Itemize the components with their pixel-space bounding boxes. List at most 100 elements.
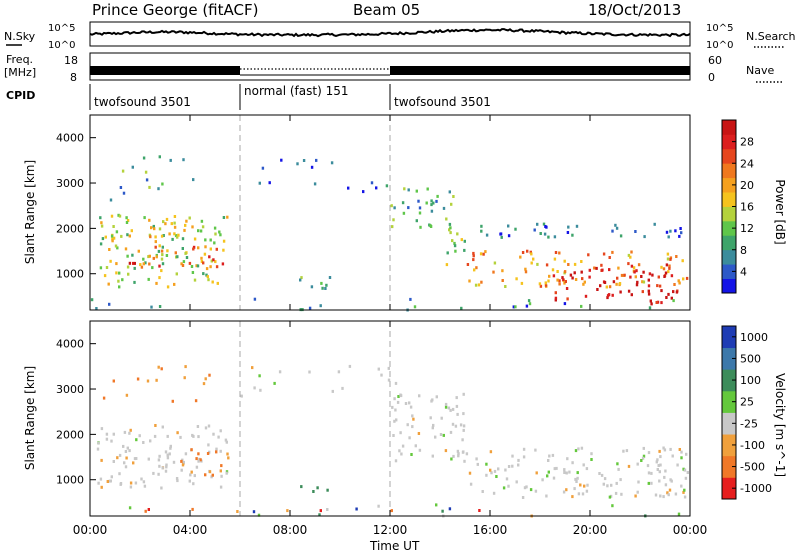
echo-cell: [136, 377, 140, 381]
echo-cell: [380, 373, 383, 377]
echo-cell: [444, 449, 448, 453]
echo-cell: [660, 265, 663, 269]
echo-cell: [456, 449, 460, 453]
echo-cell: [674, 492, 678, 496]
echo-cell: [587, 253, 590, 257]
echo-cell: [665, 263, 669, 267]
echo-cell: [566, 297, 569, 301]
echo-cell: [647, 451, 651, 455]
echo-cell: [200, 260, 204, 263]
echo-cell: [451, 422, 455, 426]
echo-cell: [395, 418, 398, 422]
echo-cell: [643, 235, 646, 239]
power-scatter: [90, 155, 689, 312]
echo-cell: [627, 262, 630, 266]
colorbar-tick-label: 12: [740, 222, 754, 235]
echo-cell: [126, 233, 129, 237]
echo-cell: [133, 266, 136, 270]
echo-cell: [627, 289, 631, 293]
colorbar-tick-label: 25: [740, 396, 754, 409]
echo-cell: [155, 281, 158, 285]
echo-cell: [505, 477, 509, 481]
echo-cell: [110, 234, 114, 238]
echo-cell: [142, 156, 146, 160]
echo-cell: [430, 199, 433, 203]
echo-cell: [472, 251, 475, 255]
echo-cell: [575, 480, 578, 483]
date-title: 18/Oct/2013: [588, 1, 681, 19]
echo-cell: [160, 367, 163, 371]
echo-cell: [116, 456, 119, 460]
echo-cell: [435, 199, 438, 203]
echo-cell: [197, 246, 200, 250]
echo-cell: [462, 412, 465, 416]
echo-cell: [300, 276, 303, 280]
echo-cell: [656, 468, 659, 471]
echo-cell: [547, 470, 550, 474]
echo-cell: [663, 475, 666, 479]
echo-cell: [461, 438, 464, 442]
echo-cell: [630, 264, 634, 268]
echo-cell: [673, 283, 676, 286]
echo-cell: [407, 206, 410, 210]
echo-cell: [481, 490, 484, 493]
y-tick-label: 2000: [56, 222, 84, 235]
echo-cell: [571, 495, 574, 499]
colorbar-tick-label: 24: [740, 157, 754, 170]
noise-left-label: N.Sky: [4, 30, 36, 43]
echo-cell: [169, 446, 172, 450]
echo-cell: [209, 238, 212, 242]
echo-cell: [126, 265, 130, 269]
echo-cell: [172, 460, 176, 464]
echo-cell: [408, 436, 411, 440]
cpid-label: CPID: [6, 89, 35, 102]
echo-cell: [495, 475, 498, 478]
echo-cell: [138, 434, 141, 438]
echo-cell: [191, 225, 194, 229]
echo-cell: [429, 224, 432, 228]
echo-cell: [296, 162, 299, 166]
echo-cell: [670, 296, 673, 300]
echo-cell: [215, 265, 219, 269]
echo-cell: [218, 230, 221, 234]
echo-cell: [97, 481, 100, 485]
echo-cell: [554, 291, 557, 295]
echo-cell: [617, 266, 620, 270]
power-colorbar: 4 8 12 16 20 24 28: [721, 119, 754, 294]
echo-cell: [126, 219, 130, 222]
x-axis-label: Time UT: [369, 539, 420, 553]
echo-cell: [204, 377, 207, 381]
echo-cell: [459, 423, 463, 427]
echo-cell: [176, 479, 179, 483]
echo-cell: [472, 254, 475, 258]
echo-cell: [489, 450, 493, 454]
echo-cell: [196, 425, 200, 428]
echo-cell: [553, 467, 556, 471]
echo-cell: [222, 248, 225, 252]
echo-cell: [191, 271, 195, 274]
echo-cell: [415, 189, 418, 193]
echo-cell: [507, 484, 510, 488]
echo-cell: [634, 494, 637, 498]
echo-cell: [122, 444, 125, 448]
echo-cell: [544, 281, 547, 285]
freq-left-label-2: [MHz]: [4, 66, 36, 79]
echo-cell: [214, 260, 217, 264]
echo-cell: [577, 447, 580, 451]
colorbar-tick-label: 28: [740, 136, 754, 149]
echo-cell: [529, 488, 533, 492]
echo-cell: [220, 474, 223, 478]
echo-cell: [236, 510, 239, 513]
echo-cell: [641, 456, 645, 460]
echo-cell: [667, 270, 670, 274]
echo-cell: [207, 278, 210, 282]
echo-cell: [501, 269, 504, 273]
echo-cell: [456, 232, 459, 236]
echo-cell: [146, 379, 150, 383]
echo-cell: [660, 289, 663, 293]
echo-cell: [514, 305, 517, 309]
echo-cell: [429, 416, 432, 420]
echo-cell: [112, 225, 115, 228]
echo-cell: [161, 182, 164, 186]
echo-cell: [430, 203, 433, 207]
